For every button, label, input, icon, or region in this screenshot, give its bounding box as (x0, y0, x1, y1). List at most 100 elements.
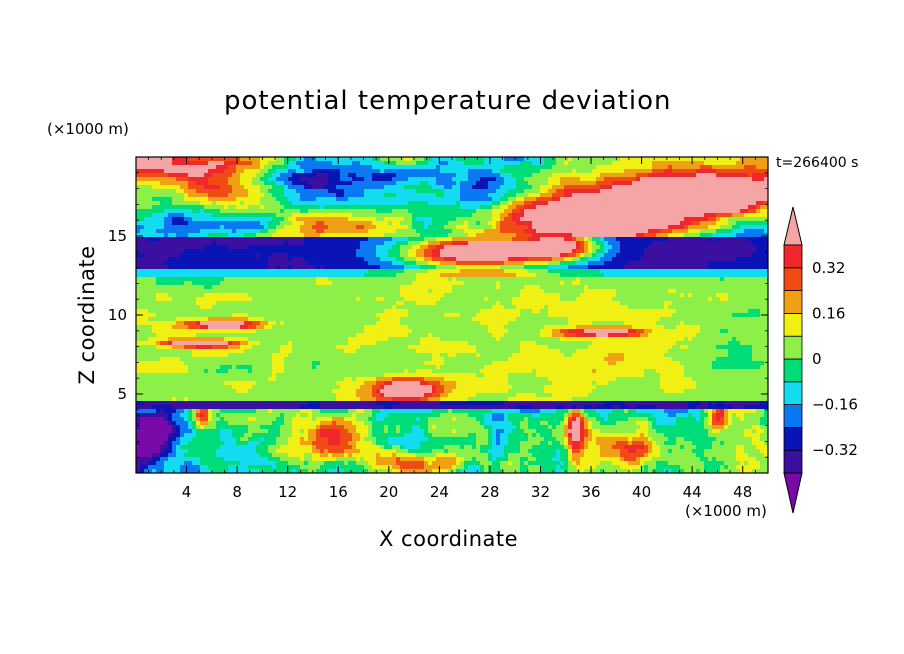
field-cell (380, 277, 385, 282)
field-cell (744, 189, 749, 194)
field-cell (728, 165, 733, 170)
field-cell (316, 217, 321, 222)
field-cell (716, 265, 721, 270)
field-cell (340, 229, 345, 234)
field-cell (164, 245, 169, 250)
field-cell (360, 201, 365, 206)
field-cell (248, 245, 253, 250)
field-cell (152, 253, 157, 258)
field-cell (212, 177, 217, 182)
field-cell (584, 165, 589, 170)
field-cell (484, 157, 489, 162)
field-cell (140, 237, 145, 242)
field-cell (244, 261, 249, 266)
field-cell (752, 181, 757, 186)
field-cell (564, 177, 569, 182)
field-cell (424, 281, 429, 286)
field-cell (640, 229, 645, 234)
field-cell (464, 161, 469, 166)
field-cell (396, 225, 401, 230)
field-cell (568, 217, 573, 222)
field-cell (288, 173, 293, 178)
field-cell (644, 157, 649, 162)
field-cell (720, 201, 725, 206)
field-cell (524, 241, 529, 246)
field-cell (192, 197, 197, 202)
field-cell (256, 197, 261, 202)
field-cell (620, 169, 625, 174)
field-cell (424, 201, 429, 206)
field-cell (352, 165, 357, 170)
field-cell (156, 157, 161, 162)
field-cell (184, 213, 189, 218)
field-cell (204, 185, 209, 190)
field-cell (628, 277, 633, 282)
field-cell (140, 269, 145, 274)
field-cell (164, 241, 169, 246)
field-cell (680, 157, 685, 162)
field-cell (420, 213, 425, 218)
field-cell (500, 269, 505, 274)
field-cell (604, 265, 609, 270)
field-cell (316, 273, 321, 278)
field-cell (352, 241, 357, 246)
field-cell (672, 257, 677, 262)
field-cell (664, 201, 669, 206)
field-cell (648, 213, 653, 218)
field-cell (572, 265, 577, 270)
field-cell (352, 193, 357, 198)
field-cell (184, 173, 189, 178)
field-cell (508, 269, 513, 274)
field-cell (440, 181, 445, 186)
field-cell (276, 193, 281, 198)
field-cell (292, 253, 297, 258)
field-cell (560, 269, 565, 274)
field-cell (548, 161, 553, 166)
field-cell (652, 193, 657, 198)
field-cell (712, 193, 717, 198)
field-cell (512, 233, 517, 238)
field-cell (292, 161, 297, 166)
field-cell (180, 253, 185, 258)
field-cell (544, 161, 549, 166)
field-cell (236, 209, 241, 214)
field-cell (420, 229, 425, 234)
field-cell (648, 181, 653, 186)
field-cell (160, 205, 165, 210)
field-cell (228, 245, 233, 250)
field-cell (572, 177, 577, 182)
field-cell (684, 233, 689, 238)
field-cell (716, 253, 721, 258)
field-cell (372, 189, 377, 194)
field-cell (272, 261, 277, 266)
field-cell (512, 257, 517, 262)
field-cell (664, 233, 669, 238)
field-cell (344, 157, 349, 162)
field-cell (564, 189, 569, 194)
field-cell (440, 185, 445, 190)
field-cell (596, 157, 601, 162)
field-cell (664, 241, 669, 246)
field-cell (288, 161, 293, 166)
field-cell (524, 249, 529, 254)
field-cell (536, 193, 541, 198)
field-cell (460, 189, 465, 194)
field-cell (560, 197, 565, 202)
field-cell (528, 245, 533, 250)
field-cell (764, 169, 768, 174)
field-cell (408, 233, 413, 238)
field-cell (660, 173, 665, 178)
field-cell (652, 217, 657, 222)
field-cell (556, 173, 561, 178)
field-cell (520, 225, 525, 230)
field-cell (528, 169, 533, 174)
field-cell (636, 185, 641, 190)
field-cell (228, 241, 233, 246)
field-cell (752, 225, 757, 230)
field-cell (224, 253, 229, 258)
field-cell (212, 221, 217, 226)
field-cell (200, 197, 205, 202)
field-cell (204, 245, 209, 250)
field-cell (356, 265, 361, 270)
field-cell (404, 161, 409, 166)
